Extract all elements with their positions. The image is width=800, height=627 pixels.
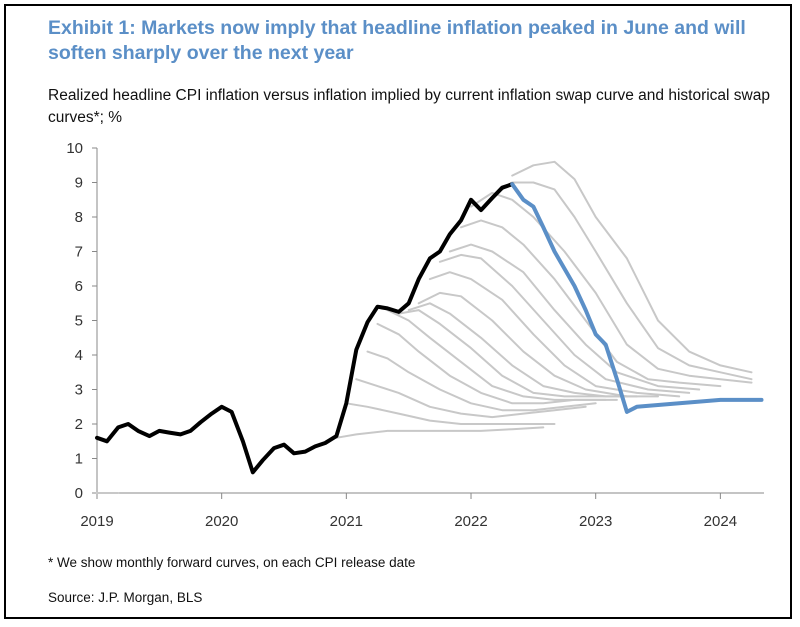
footnote: * We show monthly forward curves, on eac… xyxy=(48,555,416,570)
current-swap-curve-line xyxy=(510,182,764,414)
historical-swap-curve xyxy=(438,253,691,394)
y-tick-label: 3 xyxy=(75,382,83,399)
source-note: Source: J.P. Morgan, BLS xyxy=(48,590,203,605)
x-tick-label: 2019 xyxy=(80,513,113,530)
historical-swap-curve xyxy=(345,402,556,425)
historical-swap-curve xyxy=(417,291,659,398)
historical-swap-curve xyxy=(335,426,545,439)
y-tick-label: 6 xyxy=(75,278,83,295)
x-tick-label: 2022 xyxy=(454,513,487,530)
axes: 0 1 2 3 4 5 6 7 8 9 10 2019 2020 2021 2022 2023 2024 xyxy=(66,140,764,530)
chart-area: 0 1 2 3 4 5 6 7 8 9 10 2019 2020 2021 2022 2023 2024 xyxy=(66,140,764,530)
y-tick-label: 0 xyxy=(75,485,83,502)
y-tick-label: 8 xyxy=(75,209,83,226)
historical-swap-curves xyxy=(96,160,753,494)
historical-swap-curve xyxy=(355,378,587,419)
historical-swap-curve xyxy=(511,160,753,374)
historical-swap-curve xyxy=(491,181,753,381)
x-tick-label: 2020 xyxy=(205,513,238,530)
historical-swap-curve xyxy=(366,350,597,412)
historical-swap-curve xyxy=(428,271,681,398)
historical-swap-curve xyxy=(407,302,638,398)
y-tick-label: 10 xyxy=(66,140,83,157)
chart-frame: Exhibit 1: Markets now imply that headli… xyxy=(4,4,792,619)
chart-title: Exhibit 1: Markets now imply that headli… xyxy=(48,17,746,64)
historical-swap-curve xyxy=(397,309,628,398)
y-tick-label: 7 xyxy=(75,244,83,261)
y-tick-label: 4 xyxy=(75,347,83,364)
chart-subtitle: Realized headline CPI inflation versus i… xyxy=(48,87,770,126)
historical-swap-curve xyxy=(460,219,722,388)
y-tick-label: 2 xyxy=(75,416,83,433)
historical-swap-curve xyxy=(376,322,607,405)
historical-swap-curve xyxy=(470,191,753,384)
main-series xyxy=(95,182,764,475)
y-tick-label: 9 xyxy=(75,175,83,192)
y-tick-label: 1 xyxy=(75,451,83,468)
x-tick-label: 2023 xyxy=(579,513,612,530)
realized-cpi-line xyxy=(95,182,515,475)
x-tick-label: 2021 xyxy=(330,513,363,530)
historical-swap-curve xyxy=(448,243,701,391)
x-tick-label: 2024 xyxy=(704,513,737,530)
y-tick-label: 5 xyxy=(75,313,83,330)
